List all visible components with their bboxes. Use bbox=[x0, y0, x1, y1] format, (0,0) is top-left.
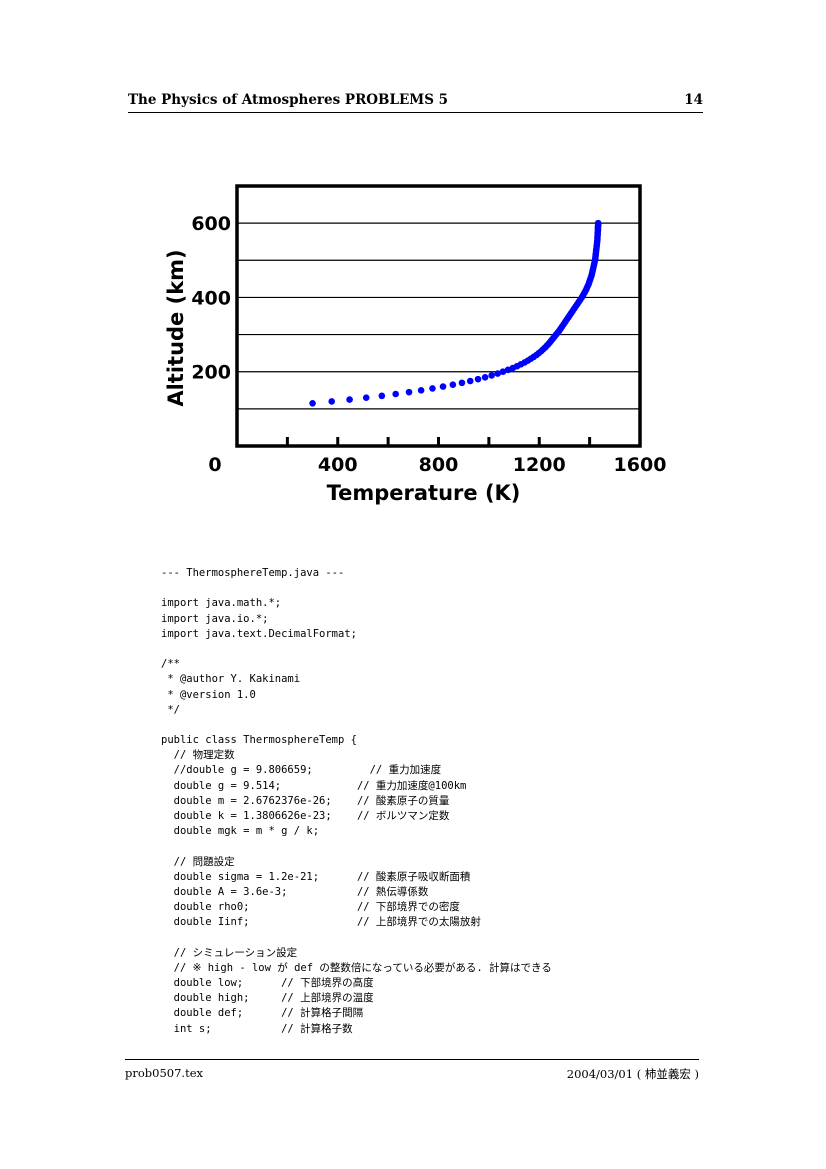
code-line: // 問題設定 bbox=[161, 855, 235, 868]
code-line: double sigma = 1.2e-21; // 酸素原子吸収断面積 bbox=[161, 870, 471, 883]
data-point bbox=[346, 396, 353, 403]
code-line: * @version 1.0 bbox=[161, 688, 256, 701]
y-tick-label: 400 bbox=[191, 287, 231, 309]
data-point bbox=[474, 375, 482, 383]
code-line: --- ThermosphereTemp.java --- bbox=[161, 567, 345, 579]
code-line: double high; // 上部境界の温度 bbox=[161, 992, 374, 1005]
data-point bbox=[378, 392, 386, 400]
page-header: The Physics of Atmospheres PROBLEMS 5 14 bbox=[128, 90, 703, 113]
code-line: double g = 9.514; // 重力加速度@100km bbox=[161, 779, 467, 792]
data-point bbox=[417, 386, 425, 394]
y-tick-label: 200 bbox=[191, 362, 231, 384]
code-line: import java.math.*; bbox=[161, 597, 282, 610]
x-tick-label: 1200 bbox=[513, 454, 566, 476]
code-line: int s; // 計算格子数 bbox=[161, 1022, 353, 1035]
code-line: double rho0; // 下部境界での密度 bbox=[161, 901, 460, 914]
code-line: // シミュレーション設定 bbox=[161, 946, 298, 959]
data-point bbox=[466, 377, 474, 385]
code-line bbox=[161, 581, 681, 596]
code-line: double A = 3.6e-3; // 熱伝導係数 bbox=[161, 885, 429, 898]
code-line: import java.io.*; bbox=[161, 612, 269, 625]
code-line: double k = 1.3806626e-23; // ボルツマン定数 bbox=[161, 810, 450, 822]
data-point bbox=[362, 394, 370, 402]
x-tick-label: 800 bbox=[419, 454, 459, 476]
code-line: /** bbox=[161, 658, 180, 671]
x-tick-label: 1600 bbox=[614, 454, 667, 476]
code-line: //double g = 9.806659; // 重力加速度 bbox=[161, 764, 442, 777]
code-line: double def; // 計算格子間隔 bbox=[161, 1007, 364, 1020]
data-point bbox=[439, 383, 447, 390]
data-point bbox=[458, 379, 466, 387]
page-number: 14 bbox=[684, 92, 703, 108]
code-line bbox=[161, 642, 681, 657]
code-line: double m = 2.6762376e-26; // 酸素原子の質量 bbox=[161, 794, 450, 807]
data-point bbox=[392, 390, 399, 398]
chart-ticks bbox=[285, 437, 592, 446]
code-line: // 物理定数 bbox=[161, 749, 235, 762]
data-point bbox=[405, 388, 413, 396]
data-point bbox=[429, 385, 436, 392]
chart-svg: 400 800 1200 1600 0 200 400 600 Temperature (K) A… bbox=[164, 184, 666, 505]
chart-frame bbox=[235, 184, 642, 448]
data-point bbox=[328, 398, 336, 405]
code-line: * @author Y. Kakinami bbox=[161, 673, 301, 686]
code-line: double mgk = m * g / k; bbox=[161, 825, 320, 838]
footer-date-author: 2004/03/01 ( 柿並義宏 ) bbox=[566, 1067, 699, 1081]
data-point bbox=[594, 219, 602, 227]
chart-points bbox=[309, 219, 602, 407]
code-line: public class ThermosphereTemp { bbox=[161, 734, 357, 747]
origin-label: 0 bbox=[208, 454, 221, 476]
data-point bbox=[499, 368, 507, 376]
code-line bbox=[161, 931, 681, 946]
code-line: double Iinf; // 上部境界での太陽放射 bbox=[161, 916, 481, 929]
code-line bbox=[161, 718, 681, 733]
code-line: */ bbox=[161, 703, 180, 716]
code-line: double low; // 下部境界の高度 bbox=[161, 977, 374, 990]
footer-filename: prob0507.tex bbox=[125, 1066, 203, 1080]
chart-gridlines bbox=[237, 222, 640, 410]
code-line bbox=[161, 839, 681, 854]
data-point bbox=[309, 399, 316, 407]
data-point bbox=[449, 381, 457, 389]
data-point bbox=[488, 372, 495, 379]
altitude-temperature-chart: 400 800 1200 1600 0 200 400 600 Temperature (K) A… bbox=[150, 180, 680, 510]
page-footer: prob0507.tex 2004/03/01 ( 柿並義宏 ) bbox=[125, 1059, 699, 1084]
chart-labels: 400 800 1200 1600 0 200 400 600 Temperature (K) A… bbox=[164, 213, 666, 505]
x-axis-title: Temperature (K) bbox=[327, 481, 521, 505]
document-title: The Physics of Atmospheres PROBLEMS 5 bbox=[128, 92, 449, 108]
x-tick-label: 400 bbox=[318, 454, 358, 476]
y-axis-title: Altitude (km) bbox=[164, 249, 188, 406]
java-code-listing: --- ThermosphereTemp.java --- import jav… bbox=[161, 566, 681, 1037]
y-tick-label: 600 bbox=[191, 213, 231, 235]
code-line: import java.text.DecimalFormat; bbox=[161, 627, 357, 640]
code-line: // ※ high - low が def の整数倍になっている必要がある. 計… bbox=[161, 961, 552, 974]
data-point bbox=[494, 370, 501, 377]
data-point bbox=[481, 373, 489, 381]
